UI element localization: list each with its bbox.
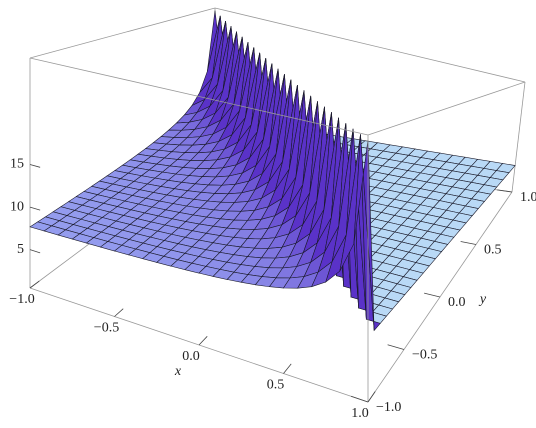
y-tick <box>424 292 441 298</box>
x-tick-label: 0.5 <box>267 378 285 393</box>
box-edge <box>511 81 526 193</box>
x-tick <box>198 336 208 346</box>
z-tick-label: 5 <box>17 242 24 257</box>
x-tick <box>114 308 124 317</box>
y-tick-label: −0.5 <box>412 348 437 363</box>
x-tick-label: −0.5 <box>94 321 119 336</box>
x-tick <box>29 280 40 289</box>
x-tick <box>283 363 292 374</box>
x-tick-label: −1.0 <box>9 292 34 307</box>
x-tick-label: 1.0 <box>351 406 369 421</box>
y-tick-label: 1.0 <box>520 190 536 205</box>
z-tick <box>29 206 41 211</box>
box-edge <box>29 7 216 59</box>
box-front: −1.0 −0.5 0.0 0.5 1.0 −1.0 −0.5 0.0 0.5 1.0 5 10 15 <box>9 57 536 421</box>
y-tick <box>497 189 513 193</box>
x-axis-label: x <box>174 364 182 379</box>
z-tick <box>29 164 41 168</box>
surface-patch <box>353 134 375 331</box>
y-tick <box>387 344 405 350</box>
surface <box>29 10 516 332</box>
y-tick-label: 0.0 <box>448 295 466 310</box>
z-tick-label: 15 <box>10 157 24 172</box>
y-tick <box>350 395 369 403</box>
box-edge <box>214 7 526 83</box>
x-tick <box>367 391 376 403</box>
box-edge <box>29 57 369 136</box>
y-axis-label: y <box>478 292 487 307</box>
y-tick <box>460 241 477 245</box>
y-tick-label: −1.0 <box>376 400 401 415</box>
x-tick-label: 0.0 <box>182 349 200 364</box>
box-edge <box>367 81 526 136</box>
y-tick-label: 0.5 <box>484 243 502 258</box>
z-tick <box>29 249 41 254</box>
z-tick-label: 10 <box>10 199 24 214</box>
